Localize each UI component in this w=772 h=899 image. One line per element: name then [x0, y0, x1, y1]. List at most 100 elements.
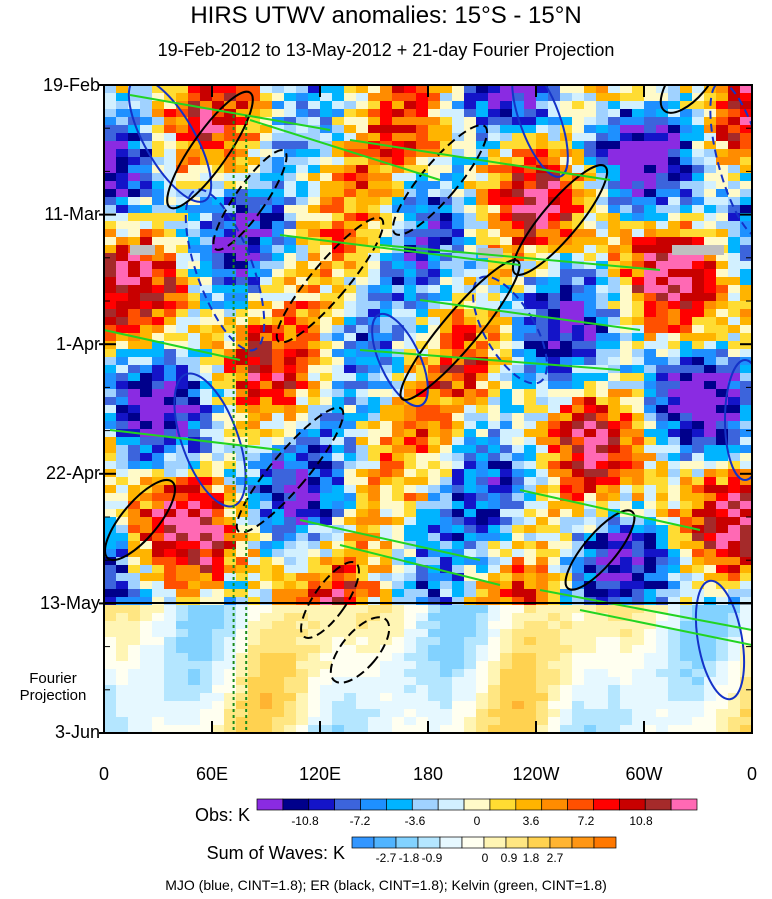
anomaly-cell — [536, 533, 549, 542]
er-contour — [329, 616, 391, 684]
anomaly-cell — [572, 205, 585, 214]
anomaly-cell — [620, 389, 633, 398]
anomaly-cell — [608, 541, 621, 550]
projection-cell — [344, 685, 357, 694]
projection-cell — [140, 637, 153, 646]
anomaly-cell — [140, 373, 153, 382]
anomaly-cell — [224, 437, 237, 446]
anomaly-cell — [452, 525, 465, 534]
projection-cell — [356, 709, 369, 718]
anomaly-cell — [680, 221, 693, 230]
anomaly-cell — [476, 309, 489, 318]
anomaly-cell — [716, 565, 729, 574]
anomaly-cell — [320, 325, 333, 334]
anomaly-cell — [452, 413, 465, 422]
anomaly-cell — [608, 101, 621, 110]
projection-cell — [656, 717, 669, 726]
anomaly-cell — [500, 205, 513, 214]
anomaly-cell — [404, 141, 417, 150]
anomaly-cell — [176, 309, 189, 318]
anomaly-cell — [212, 109, 225, 118]
projection-cell — [296, 653, 309, 662]
anomaly-cell — [548, 349, 561, 358]
anomaly-cell — [728, 189, 741, 198]
anomaly-cell — [224, 421, 237, 430]
anomaly-cell — [452, 133, 465, 142]
projection-cell — [536, 685, 549, 694]
anomaly-cell — [380, 149, 393, 158]
anomaly-cell — [476, 229, 489, 238]
anomaly-cell — [104, 421, 117, 430]
waves-colorbar-swatch — [527, 836, 551, 849]
anomaly-cell — [152, 365, 165, 374]
anomaly-cell — [260, 557, 273, 566]
anomaly-cell — [500, 485, 513, 494]
anomaly-cell — [152, 509, 165, 518]
anomaly-cell — [212, 525, 225, 534]
anomaly-cell — [452, 205, 465, 214]
anomaly-cell — [416, 213, 429, 222]
anomaly-cell — [428, 509, 441, 518]
anomaly-cell — [536, 501, 549, 510]
anomaly-cell — [620, 533, 633, 542]
projection-cell — [320, 669, 333, 678]
anomaly-cell — [476, 389, 489, 398]
projection-cell — [608, 717, 621, 726]
anomaly-cell — [476, 133, 489, 142]
projection-cell — [440, 677, 453, 686]
projection-cell — [740, 613, 752, 622]
anomaly-cell — [608, 309, 621, 318]
anomaly-cell — [104, 533, 117, 542]
anomaly-cell — [104, 261, 117, 270]
anomaly-cell — [284, 421, 297, 430]
anomaly-cell — [704, 485, 717, 494]
projection-cell — [620, 693, 633, 702]
anomaly-cell — [620, 125, 633, 134]
anomaly-cell — [356, 597, 369, 606]
anomaly-cell — [476, 141, 489, 150]
anomaly-cell — [476, 101, 489, 110]
anomaly-cell — [116, 293, 129, 302]
projection-cell — [584, 629, 597, 638]
anomaly-cell — [596, 525, 609, 534]
projection-cell — [332, 677, 345, 686]
anomaly-cell — [104, 493, 117, 502]
anomaly-cell — [236, 157, 249, 166]
anomaly-cell — [572, 477, 585, 486]
anomaly-cell — [488, 413, 501, 422]
anomaly-cell — [476, 213, 489, 222]
anomaly-cell — [512, 421, 525, 430]
anomaly-cell — [380, 581, 393, 590]
anomaly-cell — [560, 317, 573, 326]
anomaly-cell — [332, 397, 345, 406]
projection-cell — [224, 709, 237, 718]
plot-axes — [99, 84, 753, 734]
anomaly-cell — [356, 533, 369, 542]
anomaly-cell — [176, 421, 189, 430]
projection-cell — [488, 653, 501, 662]
anomaly-cell — [416, 141, 429, 150]
anomaly-cell — [356, 213, 369, 222]
anomaly-cell — [272, 269, 285, 278]
anomaly-cell — [356, 357, 369, 366]
anomaly-cell — [464, 189, 477, 198]
anomaly-cell — [308, 565, 321, 574]
projection-cell — [524, 725, 537, 733]
anomaly-cell — [128, 221, 141, 230]
anomaly-cell — [176, 461, 189, 470]
projection-cell — [524, 645, 537, 654]
anomaly-cell — [728, 421, 741, 430]
anomaly-cell — [524, 293, 537, 302]
anomaly-cell — [368, 133, 381, 142]
anomaly-cell — [368, 301, 381, 310]
anomaly-cell — [308, 301, 321, 310]
anomaly-cell — [296, 405, 309, 414]
anomaly-cell — [440, 101, 453, 110]
anomaly-cell — [356, 237, 369, 246]
anomaly-cell — [560, 229, 573, 238]
anomaly-cell — [740, 501, 752, 510]
anomaly-cell — [584, 485, 597, 494]
anomaly-cell — [104, 397, 117, 406]
anomaly-cell — [668, 325, 681, 334]
anomaly-cell — [320, 117, 333, 126]
